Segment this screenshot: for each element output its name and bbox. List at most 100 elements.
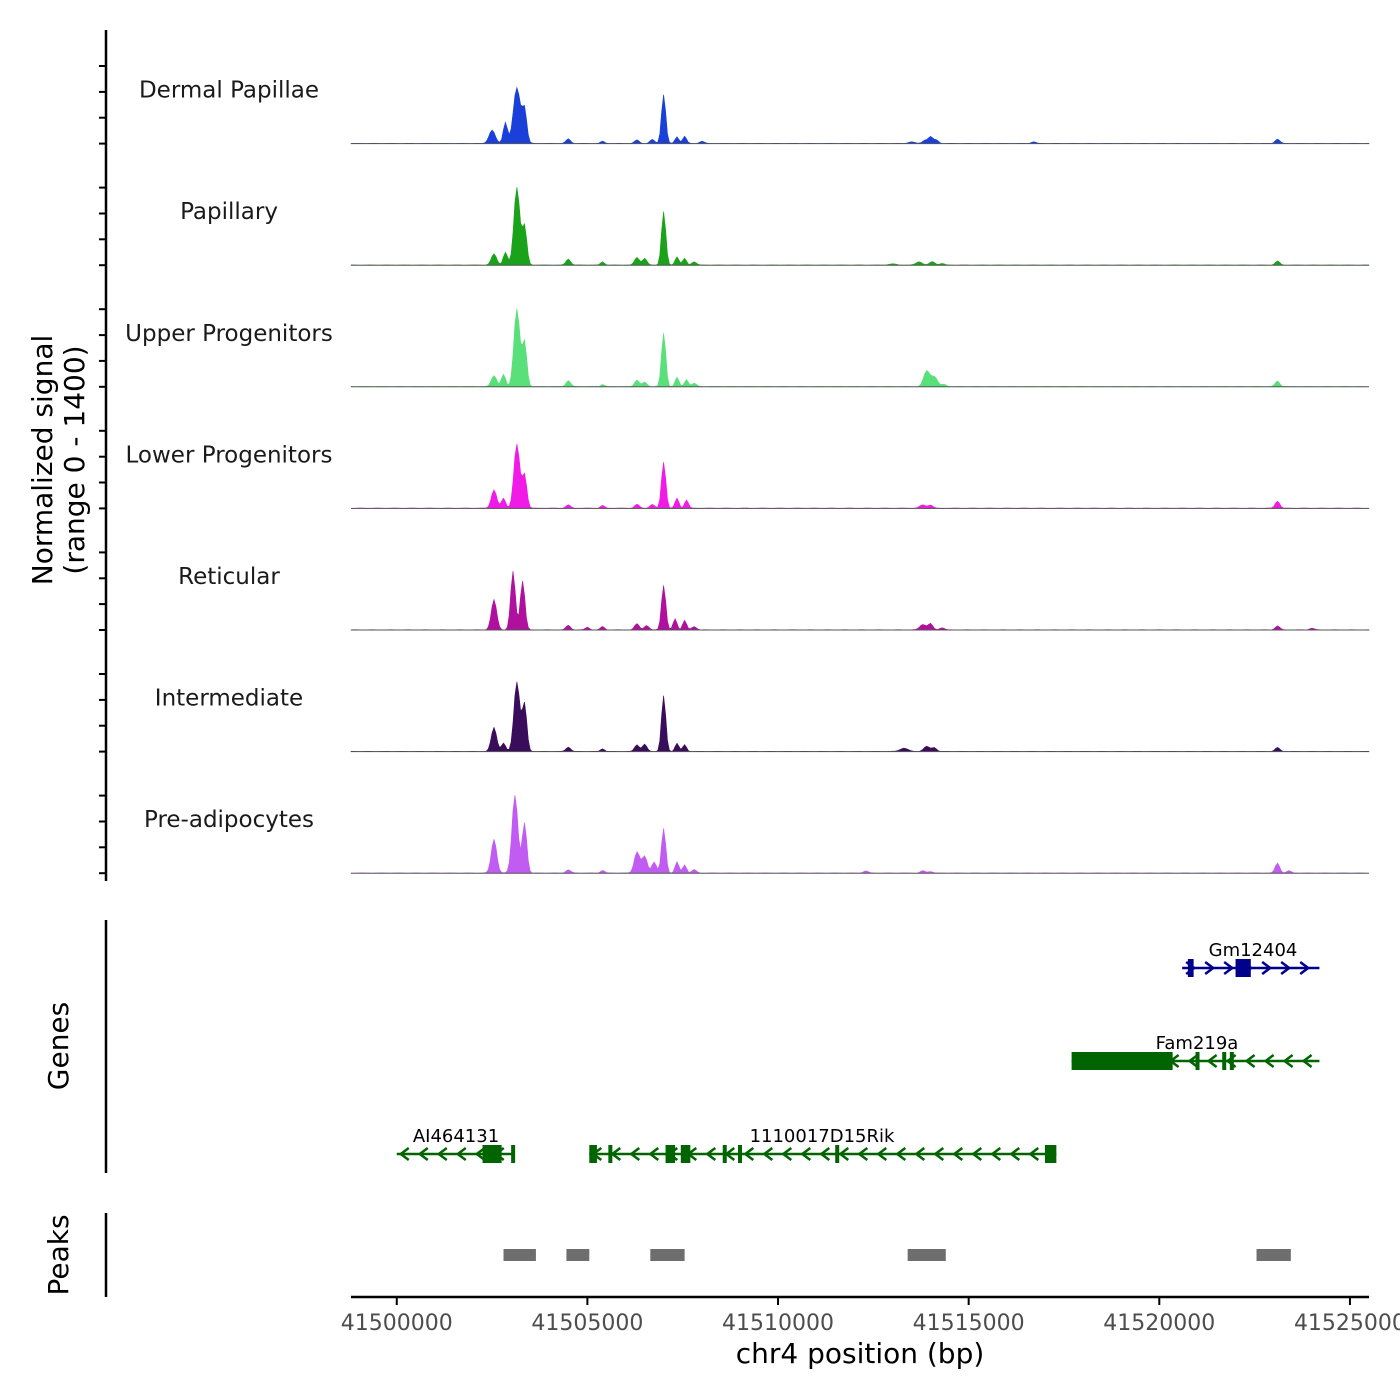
strand-arrow	[857, 1147, 869, 1161]
peak-region	[503, 1249, 536, 1261]
strand-arrow	[1282, 1054, 1294, 1068]
peaks-panel: Peaks	[42, 1213, 1291, 1297]
track-lower-progenitors: Lower Progenitors	[126, 442, 1370, 509]
exon	[680, 1145, 691, 1163]
strand-arrow	[455, 1147, 467, 1161]
strand-arrow	[914, 1147, 926, 1161]
exon	[1044, 1145, 1057, 1163]
gene-label: 1110017D15Rik	[750, 1126, 895, 1147]
coverage-area-upper-progenitors	[350, 308, 1370, 388]
strand-arrow	[1028, 1147, 1040, 1161]
gene-label: AI464131	[413, 1126, 499, 1147]
strand-arrow	[1187, 1054, 1199, 1068]
strand-arrow	[398, 1147, 410, 1161]
peak-region	[907, 1249, 946, 1261]
strand-arrow	[436, 1147, 448, 1161]
x-tick-label: 41500000	[341, 1311, 453, 1336]
exon	[665, 1145, 676, 1163]
exon	[835, 1145, 840, 1163]
x-tick-label: 41515000	[913, 1311, 1025, 1336]
strand-arrow	[1204, 961, 1216, 975]
track-label-pre-adipocytes: Pre-adipocytes	[144, 807, 314, 833]
strand-arrow	[971, 1147, 983, 1161]
strand-arrow	[762, 1147, 774, 1161]
coverage-tracks: Dermal Papillae Papillary Upper Progenitor…	[125, 78, 1370, 874]
strand-arrow	[895, 1147, 907, 1161]
track-label-dermal-papillae: Dermal Papillae	[139, 78, 319, 104]
coverage-y-axis-range: (range 0 - 1400)	[58, 345, 91, 574]
strand-arrow	[648, 1147, 660, 1161]
exon	[1222, 1052, 1227, 1070]
strand-arrow	[1223, 961, 1235, 975]
track-upper-progenitors: Upper Progenitors	[125, 308, 1370, 388]
exon	[608, 1145, 613, 1163]
exon	[1229, 1052, 1234, 1070]
strand-arrow	[1299, 961, 1311, 975]
strand-arrow	[743, 1147, 755, 1161]
x-tick-label: 41505000	[531, 1311, 643, 1336]
strand-arrow	[1261, 961, 1273, 975]
strand-arrow	[800, 1147, 812, 1161]
track-dermal-papillae: Dermal Papillae	[139, 78, 1370, 145]
track-intermediate: Intermediate	[155, 681, 1370, 753]
peak-regions	[503, 1249, 1291, 1261]
genes-panel: Genes Gm12404 Fam219a AI464131 1110017D15Ri…	[42, 920, 1320, 1173]
coverage-area-intermediate	[350, 681, 1370, 752]
strand-arrow	[705, 1147, 717, 1161]
coverage-panel: Normalized signal (range 0 - 1400) Derma…	[26, 30, 1370, 881]
strand-arrow	[1301, 1054, 1313, 1068]
track-reticular: Reticular	[178, 564, 1370, 631]
x-tick-label: 41510000	[722, 1311, 834, 1336]
strand-arrow	[876, 1147, 888, 1161]
exon	[1071, 1052, 1173, 1070]
gene-1110017d15rik: 1110017D15Rik	[589, 1126, 1057, 1163]
track-label-intermediate: Intermediate	[155, 686, 303, 712]
gene-label: Fam219a	[1156, 1033, 1239, 1054]
coverage-area-dermal-papillae	[350, 86, 1370, 144]
strand-arrow	[1206, 1054, 1218, 1068]
strand-arrow	[1280, 961, 1292, 975]
coverage-area-papillary	[350, 187, 1370, 266]
strand-arrow	[952, 1147, 964, 1161]
peaks-y-axis-label: Peaks	[42, 1214, 75, 1295]
strand-arrow	[838, 1147, 850, 1161]
track-label-lower-progenitors: Lower Progenitors	[126, 442, 333, 468]
exon	[1187, 959, 1194, 977]
track-pre-adipocytes: Pre-adipocytes	[144, 795, 1369, 874]
coverage-area-lower-progenitors	[351, 443, 1370, 509]
peak-region	[566, 1249, 590, 1261]
x-axis-label: chr4 position (bp)	[736, 1337, 985, 1370]
exon	[1235, 959, 1251, 977]
strand-arrow	[1244, 1054, 1256, 1068]
genes-y-axis-label: Genes	[42, 1002, 75, 1090]
x-axis: 41500000 41505000 41510000 41515000 41520000…	[341, 1295, 1400, 1370]
exon	[737, 1145, 742, 1163]
coverage-area-reticular	[350, 571, 1370, 631]
strand-arrow	[990, 1147, 1002, 1161]
gene-gm12404: Gm12404	[1182, 940, 1320, 977]
strand-arrow	[417, 1147, 429, 1161]
exon	[589, 1145, 597, 1163]
coverage-y-ticks	[99, 65, 106, 875]
coverage-area-pre-adipocytes	[350, 795, 1369, 874]
track-label-upper-progenitors: Upper Progenitors	[125, 321, 333, 347]
strand-arrow	[781, 1147, 793, 1161]
peak-region	[650, 1249, 685, 1261]
gene-ai464131: AI464131	[396, 1126, 516, 1163]
track-papillary: Papillary	[180, 187, 1370, 266]
exon	[482, 1145, 502, 1163]
exon	[1195, 1052, 1200, 1070]
exon	[722, 1145, 727, 1163]
strand-arrow	[819, 1147, 831, 1161]
strand-arrow	[933, 1147, 945, 1161]
strand-arrow	[1263, 1054, 1275, 1068]
gene-fam219a: Fam219a	[1071, 1033, 1320, 1070]
strand-arrow	[474, 1147, 486, 1161]
exon	[511, 1145, 516, 1163]
gene-label: Gm12404	[1209, 940, 1298, 961]
coverage-y-axis-label: Normalized signal	[26, 335, 59, 586]
strand-arrow	[1009, 1147, 1021, 1161]
x-ticks: 41500000 41505000 41510000 41515000 41520000…	[341, 1297, 1400, 1336]
x-tick-label: 41525000	[1294, 1311, 1400, 1336]
